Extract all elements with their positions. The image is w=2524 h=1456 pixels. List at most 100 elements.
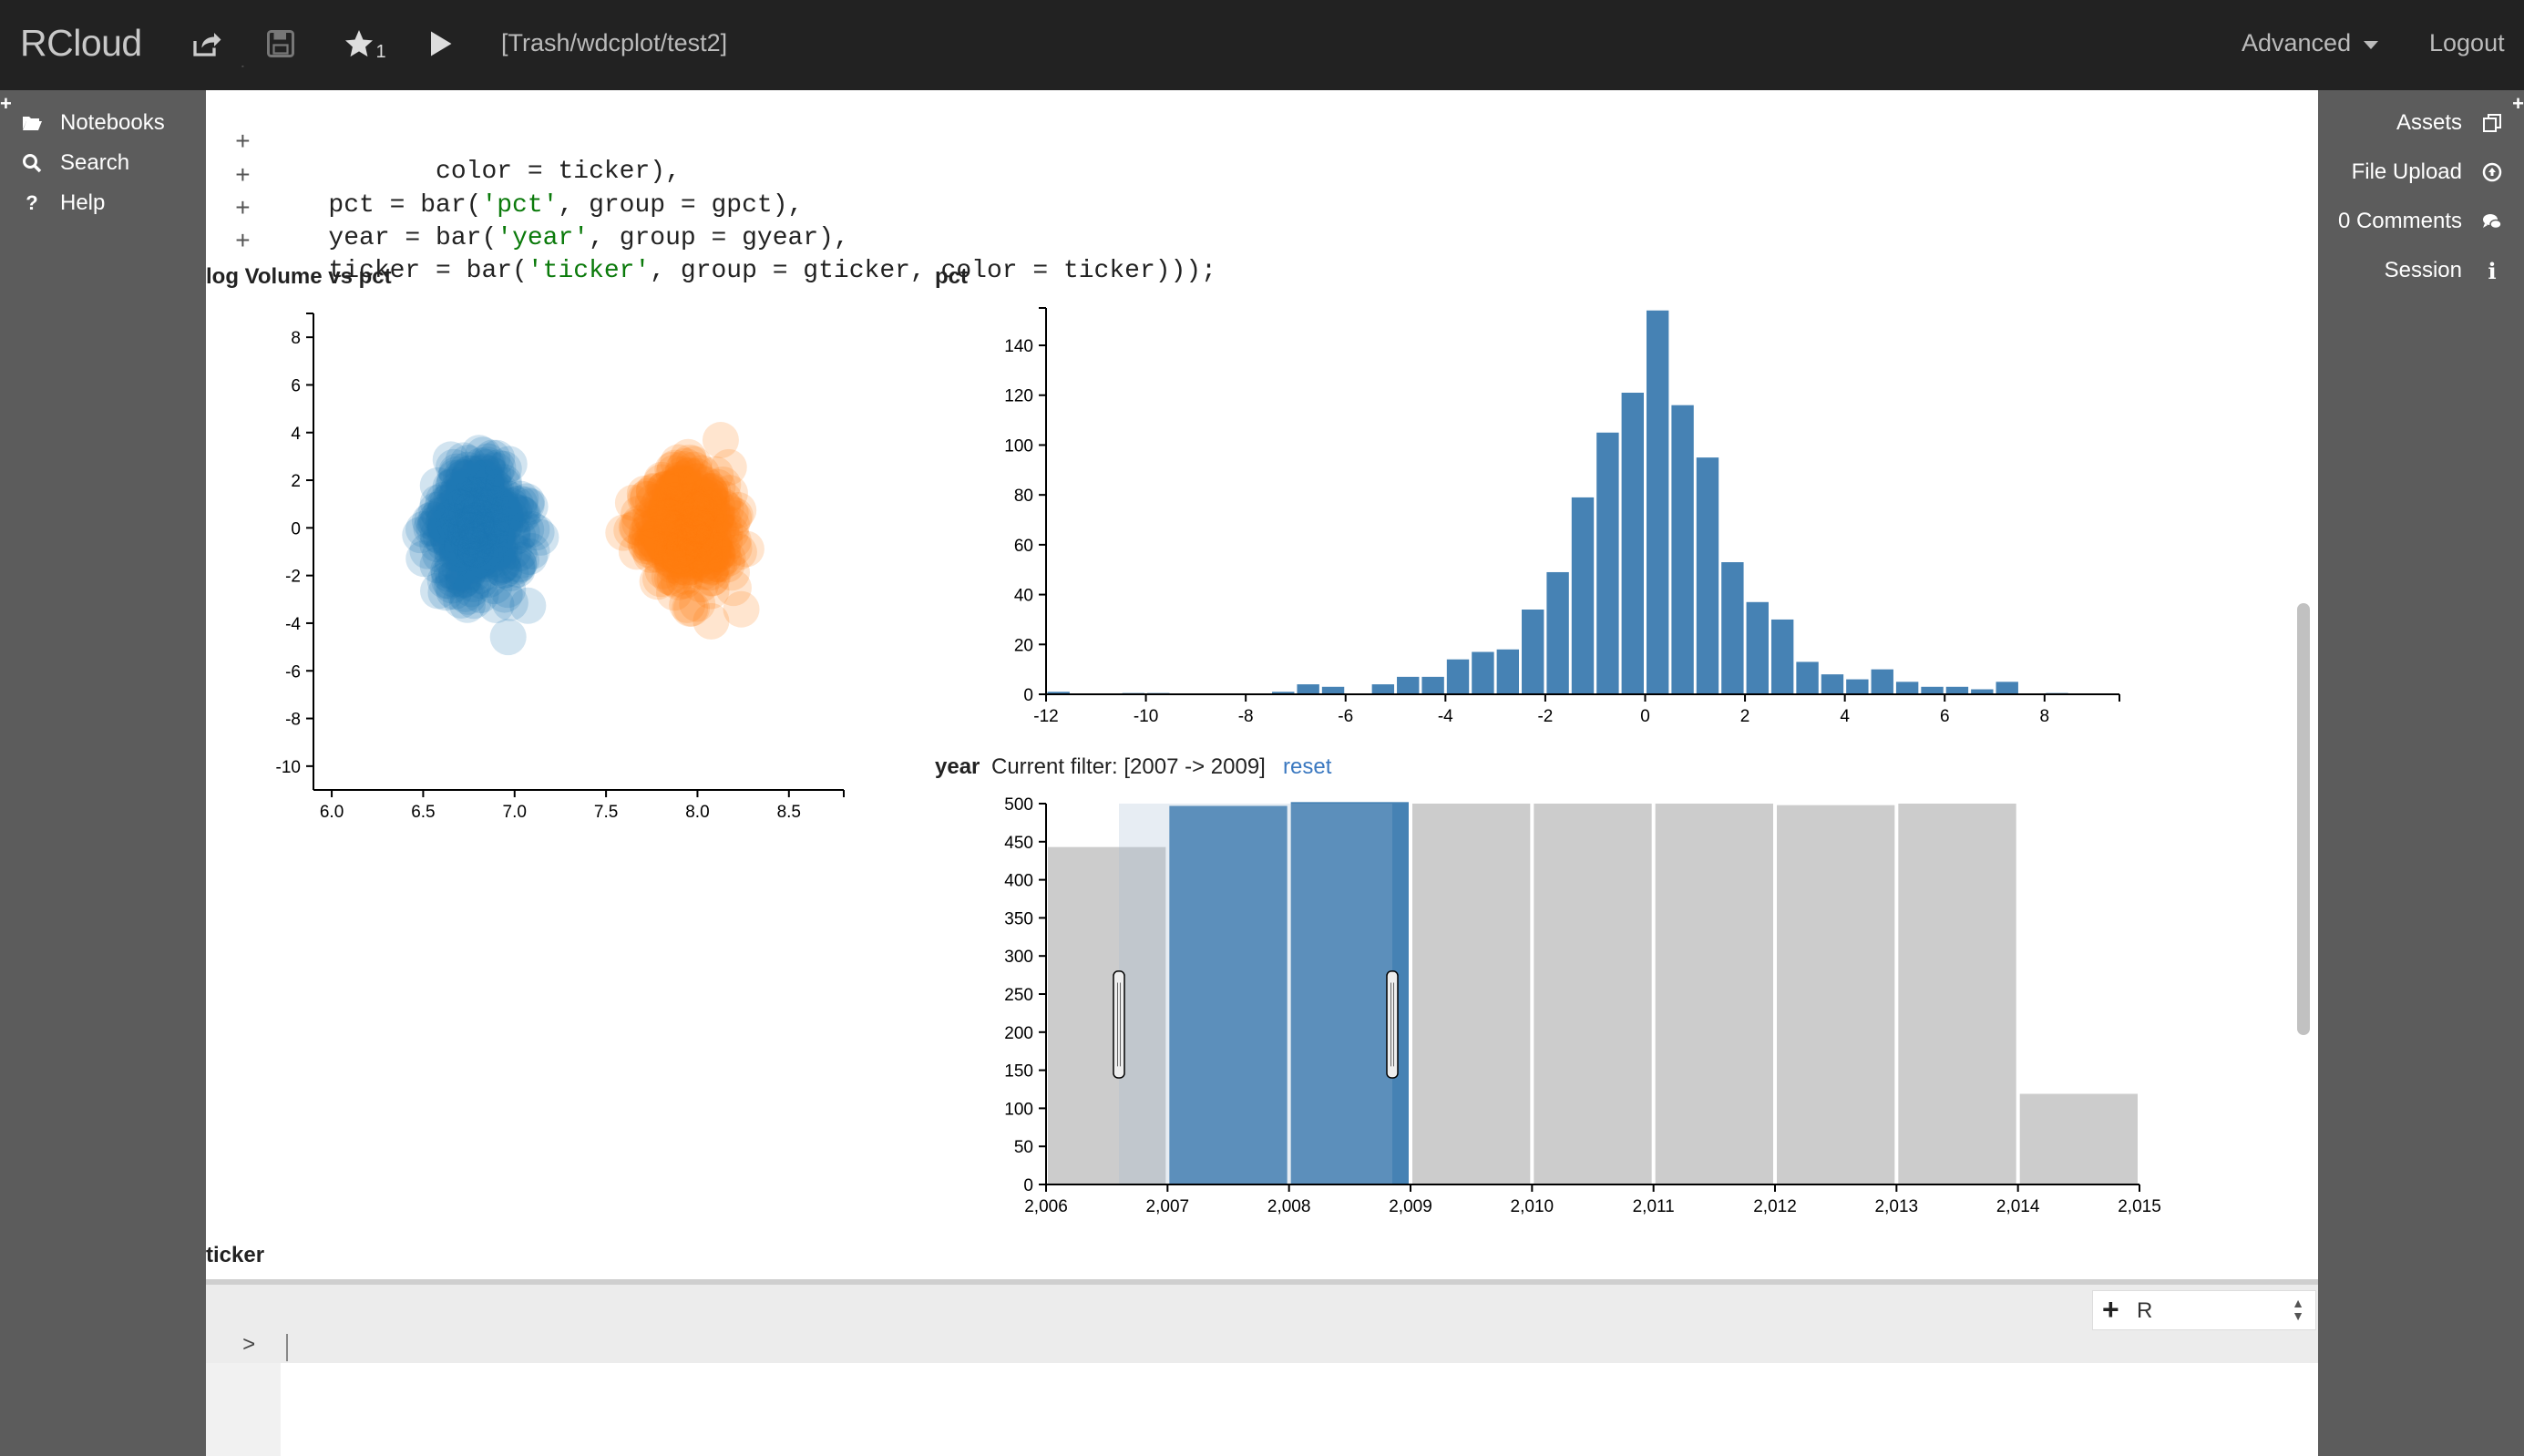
logout-link[interactable]: Logout [2429, 29, 2505, 56]
sidebar-item-assets[interactable]: Assets [2396, 107, 2504, 139]
year-y-tick-label: 350 [1004, 909, 1033, 928]
language-select[interactable]: + R ▲ ▼ [2092, 1290, 2316, 1330]
scatter-point-orange [652, 484, 689, 521]
scatter-point-blue [483, 504, 520, 541]
scatter-point-blue [457, 503, 495, 540]
pct-bar [1496, 649, 1520, 694]
scatter-point-blue [435, 467, 472, 505]
sidebar-item-search[interactable]: Search [20, 147, 129, 179]
command-input[interactable] [286, 1334, 2291, 1361]
scatter-point-blue [478, 518, 516, 556]
scatter-point-blue [467, 534, 504, 571]
scatter-point-orange [654, 547, 692, 584]
scatter-point-orange [631, 506, 669, 543]
pct-bar [1696, 457, 1719, 694]
scatter-point-blue [477, 536, 514, 573]
star-icon[interactable]: 1 [337, 24, 392, 64]
scatter-point-blue [470, 501, 508, 538]
scatter-point-blue [429, 518, 467, 556]
scatter-point-orange [701, 546, 738, 583]
scatter-point-blue [513, 511, 550, 549]
advanced-menu[interactable]: Advanced [2242, 29, 2379, 57]
expand-right-icon[interactable]: + [2512, 92, 2524, 115]
scatter-chart[interactable]: 8 6 4 2 0 -2 -4 -6 -8 -10 6.0 6.5 7.0 7.5 8.0 8.5 [206, 301, 871, 829]
pct-histogram[interactable]: 0 20 40 60 80 100 120 140 -12 -10 -8 -6 -4 -2 0 2 4 6 8 [935, 301, 2147, 738]
scatter-point-orange [685, 523, 723, 560]
scatter-point-orange [651, 499, 688, 537]
scatter-point-blue [474, 542, 511, 579]
scatter-point-blue [456, 528, 493, 565]
scatter-point-blue [495, 532, 532, 569]
year-y-tick-label: 400 [1004, 872, 1033, 891]
scatter-point-orange [665, 552, 703, 590]
scatter-point-blue [447, 511, 485, 549]
year-reset-link[interactable]: reset [1283, 754, 1332, 779]
sidebar-item-notebooks[interactable]: Notebooks [20, 107, 165, 139]
scatter-point-blue [472, 534, 509, 571]
sidebar-item-comments[interactable]: 0 Comments [2338, 205, 2504, 238]
brush-handle-right[interactable] [1386, 970, 1399, 1079]
scatter-point-orange [661, 509, 698, 547]
scatter-point-blue [461, 477, 498, 514]
pct-bar [1446, 659, 1470, 694]
scatter-point-blue [468, 484, 506, 521]
scatter-point-blue [470, 504, 508, 541]
scatter-point-blue [467, 511, 505, 549]
scatter-point-orange [651, 473, 688, 510]
scatter-point-blue [416, 510, 453, 548]
save-icon[interactable] [261, 24, 301, 64]
scatter-point-orange [618, 533, 655, 570]
add-cell-icon[interactable]: + [2102, 1293, 2119, 1326]
scatter-point-blue [437, 524, 475, 561]
scatter-point-blue [438, 453, 476, 490]
scatter-point-orange [661, 549, 698, 586]
scatter-point-blue [466, 495, 503, 532]
run-icon[interactable] [419, 24, 459, 64]
share-icon[interactable] [186, 24, 226, 64]
scatter-point-blue [468, 534, 506, 571]
scatter-point-blue [486, 551, 523, 589]
scatter-point-orange [710, 448, 747, 486]
scatter-point-blue [469, 443, 507, 480]
scatter-point-orange [621, 505, 659, 542]
notebook-scrollbar-thumb[interactable] [2297, 603, 2310, 1035]
scatter-point-orange [679, 523, 716, 560]
year-bar-chart[interactable]: 0 50 100 150 200 250 300 350 400 450 500 2,006 2,007… [935, 785, 2211, 1232]
notebook-path[interactable]: [Trash/wdcplot/test2] [501, 29, 728, 56]
scatter-point-orange [656, 489, 693, 527]
scatter-point-orange [679, 492, 716, 529]
scatter-point-orange [641, 497, 678, 535]
scatter-point-blue [436, 487, 473, 525]
year-chart-title: year [935, 754, 980, 779]
sidebar-item-help[interactable]: ? Help [20, 187, 105, 220]
scatter-point-orange [629, 481, 666, 518]
scatter-point-orange [687, 466, 724, 503]
sidebar-item-file-upload[interactable]: File Upload [2352, 156, 2504, 189]
scatter-point-blue [511, 538, 549, 576]
scatter-point-orange [688, 526, 725, 563]
scatter-point-blue [456, 483, 493, 520]
scatter-point-blue [422, 536, 459, 573]
scatter-point-orange [660, 538, 697, 575]
scatter-point-orange [681, 500, 718, 538]
scatter-point-blue [449, 586, 487, 623]
scatter-point-orange [649, 494, 686, 531]
scatter-point-blue [455, 512, 492, 549]
scatter-point-orange [699, 496, 736, 533]
scatter-point-orange [679, 498, 716, 536]
expand-left-icon[interactable]: + [0, 92, 12, 115]
scatter-point-orange [666, 535, 703, 572]
scatter-point-orange [687, 500, 724, 538]
scatter-point-orange [651, 559, 688, 596]
scatter-point-orange [693, 490, 730, 528]
scatter-point-blue [453, 547, 490, 584]
brush-handle-left[interactable] [1113, 970, 1125, 1079]
scatter-point-orange [669, 518, 706, 555]
scatter-point-blue [485, 498, 522, 536]
sidebar-item-session[interactable]: Session i [2385, 254, 2504, 287]
scatter-point-blue [482, 485, 519, 522]
scatter-point-orange [713, 506, 750, 543]
scatter-point-blue [457, 481, 494, 518]
brand-logo[interactable]: RCloud [20, 22, 142, 64]
console-separator[interactable] [206, 1279, 2318, 1285]
